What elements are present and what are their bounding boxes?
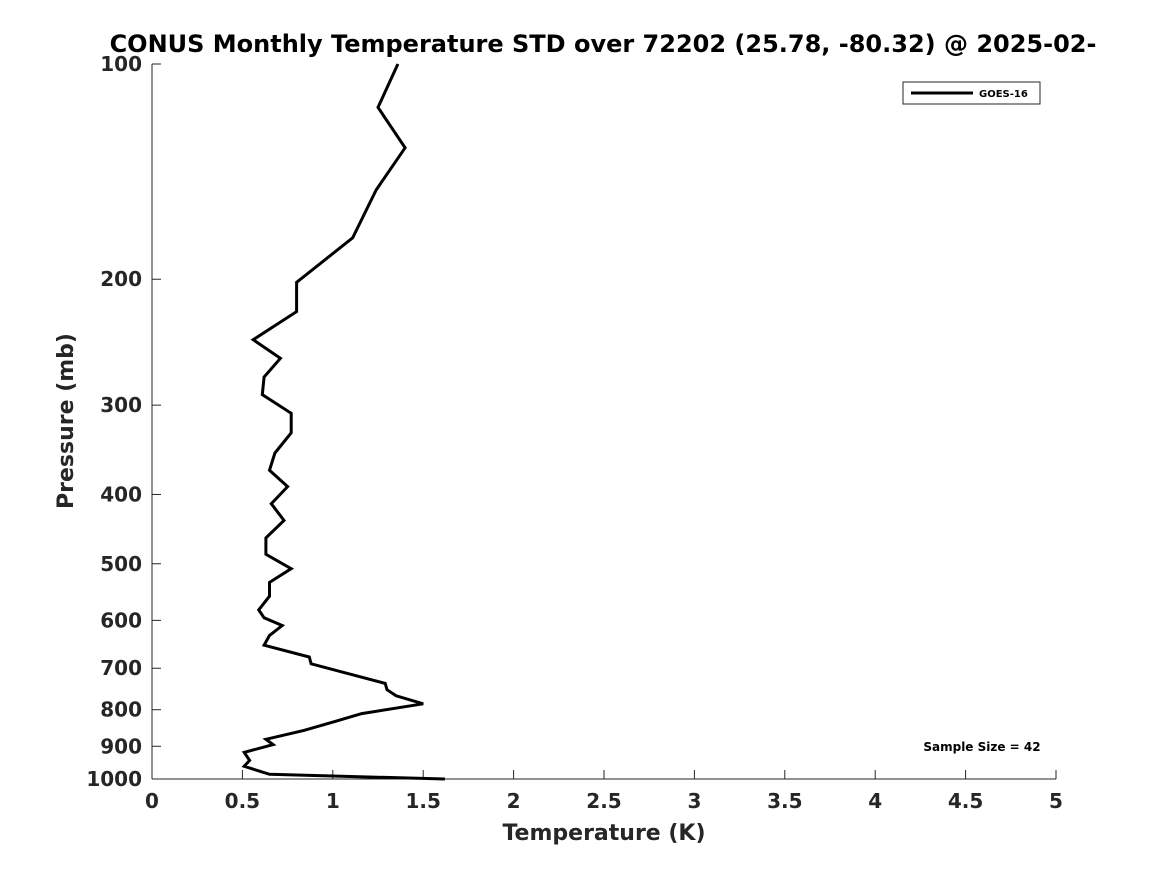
x-tick-label: 2 (507, 789, 521, 813)
y-tick-label: 900 (100, 734, 142, 758)
x-tick-label: 4 (868, 789, 882, 813)
legend: GOES-16 (902, 81, 1041, 105)
y-tick-label: 100 (100, 52, 142, 76)
x-tick-label: 3 (687, 789, 701, 813)
x-tick-label: 2.5 (586, 789, 621, 813)
x-tick-label: 0.5 (225, 789, 260, 813)
x-ticks: 0 0.5 1 1.5 2 2.5 3 3.5 4 4.5 5 (145, 770, 1063, 813)
legend-entry-goes-16: GOES-16 (979, 89, 1028, 100)
y-tick-label: 700 (100, 656, 142, 680)
y-tick-label: 500 (100, 552, 142, 576)
y-tick-label: 400 (100, 482, 142, 506)
x-tick-label: 3.5 (767, 789, 802, 813)
x-tick-label: 1 (326, 789, 340, 813)
plot-area: 0 0.5 1 1.5 2 2.5 3 3.5 4 4.5 5 100 200 300 400 500 600… (86, 52, 1063, 813)
series-line-goes-16 (241, 63, 445, 781)
y-tick-label: 1000 (86, 767, 142, 791)
x-tick-label: 4.5 (948, 789, 983, 813)
sample-size-annotation: Sample Size = 42 (923, 740, 1040, 754)
y-tick-label: 800 (100, 698, 142, 722)
x-tick-label: 5 (1049, 789, 1063, 813)
x-tick-label: 1.5 (405, 789, 440, 813)
chart-title: CONUS Monthly Temperature STD over 72202… (110, 30, 1097, 58)
y-tick-label: 300 (100, 393, 142, 417)
x-axis-label: Temperature (K) (502, 821, 705, 846)
y-ticks: 100 200 300 400 500 600 700 800 900 1000 (86, 52, 161, 791)
y-tick-label: 600 (100, 608, 142, 632)
y-tick-label: 200 (100, 267, 142, 291)
x-tick-label: 0 (145, 789, 159, 813)
y-axis-label: Pressure (mb) (54, 333, 79, 509)
